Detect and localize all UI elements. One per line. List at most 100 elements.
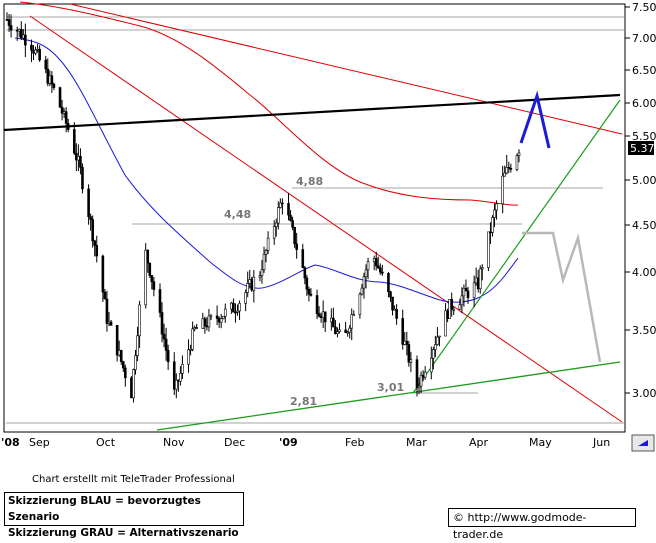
candle-body: [50, 75, 54, 85]
candle-body: [436, 336, 439, 345]
candle-body: [179, 373, 182, 382]
candle-body: [421, 374, 425, 378]
candle-body: [5, 19, 9, 21]
candle-body: [480, 267, 484, 270]
x-tick-label: Feb: [345, 436, 364, 449]
candle-body: [391, 296, 394, 311]
candle-body: [48, 75, 52, 84]
candle-body: [444, 310, 447, 337]
candle-body: [417, 385, 421, 389]
candle-body: [62, 111, 66, 114]
plot-frame: [3, 3, 626, 433]
candle-body: [423, 371, 427, 378]
candle-body: [38, 49, 41, 61]
candle-body: [264, 250, 268, 255]
annotation-3-01: 3,01: [377, 381, 404, 394]
candle-body: [446, 310, 449, 319]
candle-body: [107, 321, 111, 324]
candle-body: [289, 214, 292, 221]
candle-body: [491, 217, 494, 233]
candle-body: [434, 344, 437, 350]
source-url[interactable]: © http://www.godmode-trader.de: [448, 508, 636, 541]
candle-body: [266, 237, 270, 251]
candle-body: [81, 167, 84, 190]
candle-body: [203, 318, 207, 327]
candle-body: [230, 302, 233, 310]
candle-body: [262, 254, 266, 271]
y-tick-label: 3.50: [632, 324, 656, 337]
candle-body: [405, 340, 409, 345]
candle-body: [478, 268, 482, 290]
candle-body: [509, 167, 513, 170]
candle-body: [75, 152, 78, 161]
candle-body: [452, 308, 456, 311]
candle-body: [189, 349, 192, 351]
candle-body: [252, 276, 256, 291]
y-tick-label: 7.00: [632, 32, 656, 45]
candle-body: [36, 49, 39, 51]
candle-body: [489, 231, 492, 234]
candle-body: [281, 202, 284, 205]
candle-body: [307, 288, 311, 295]
candle-body: [258, 275, 262, 278]
candle-body: [366, 261, 370, 271]
candle-body: [260, 269, 264, 276]
candle-body: [348, 327, 351, 333]
green-support-line-long: [156, 361, 621, 431]
candle-body: [44, 59, 48, 70]
candle-body: [429, 357, 433, 373]
candle-body: [109, 321, 113, 326]
x-tick-label: Jun: [592, 436, 610, 449]
candle-body: [248, 279, 252, 284]
candle-body: [295, 243, 298, 250]
candle-body: [517, 152, 521, 157]
candle-body: [450, 299, 453, 310]
candle-body: [501, 175, 504, 205]
x-tick-label: Dec: [224, 436, 245, 449]
candle-body: [15, 29, 19, 32]
candle-body: [466, 290, 470, 298]
candle-body: [448, 299, 451, 319]
candle-body: [372, 258, 376, 262]
candle-body: [79, 155, 82, 168]
candle-body: [117, 350, 121, 356]
candle-body: [244, 292, 247, 304]
candle-body: [195, 327, 199, 329]
candle-body: [89, 216, 92, 220]
candle-body: [362, 276, 366, 289]
candle-body: [60, 106, 64, 114]
candle-body: [201, 318, 205, 329]
candle-body: [515, 155, 519, 170]
candle-body: [317, 313, 321, 317]
candle-body: [487, 231, 490, 268]
candle-body: [103, 291, 107, 300]
candle-body: [105, 298, 109, 324]
moving-average-red: [19, 1, 519, 206]
candle-body: [503, 172, 507, 177]
x-tick-label: '08: [1, 436, 20, 449]
x-tick-label: Sep: [29, 436, 50, 449]
candle-body: [7, 19, 11, 26]
x-tick-label: May: [529, 436, 552, 449]
candle-body: [238, 303, 241, 312]
black-resistance-line: [3, 93, 621, 132]
blue-scenario-path: [519, 90, 551, 149]
candle-body: [209, 315, 213, 318]
candle-body: [64, 111, 68, 124]
candle-body: [309, 293, 313, 296]
chart-scroll-button[interactable]: [631, 434, 655, 452]
candle-body: [279, 202, 282, 208]
candle-body: [146, 249, 150, 264]
annotation-2-81: 2,81: [290, 395, 317, 408]
candle-body: [187, 349, 190, 365]
candle-body: [172, 361, 176, 390]
legend-line-blue: Skizzierung BLAU = bevorzugtes Szenario: [8, 495, 201, 523]
candle-body: [319, 315, 323, 318]
y-tick-label: 5.00: [632, 174, 656, 187]
candle-body: [77, 155, 80, 161]
last-price-label: 5.37: [630, 142, 655, 155]
scenario-legend: Skizzierung BLAU = bevorzugtes Szenario …: [4, 492, 244, 539]
scroll-arrow-icon: [638, 440, 648, 446]
candle-body: [152, 281, 156, 290]
candle-body: [332, 317, 335, 328]
